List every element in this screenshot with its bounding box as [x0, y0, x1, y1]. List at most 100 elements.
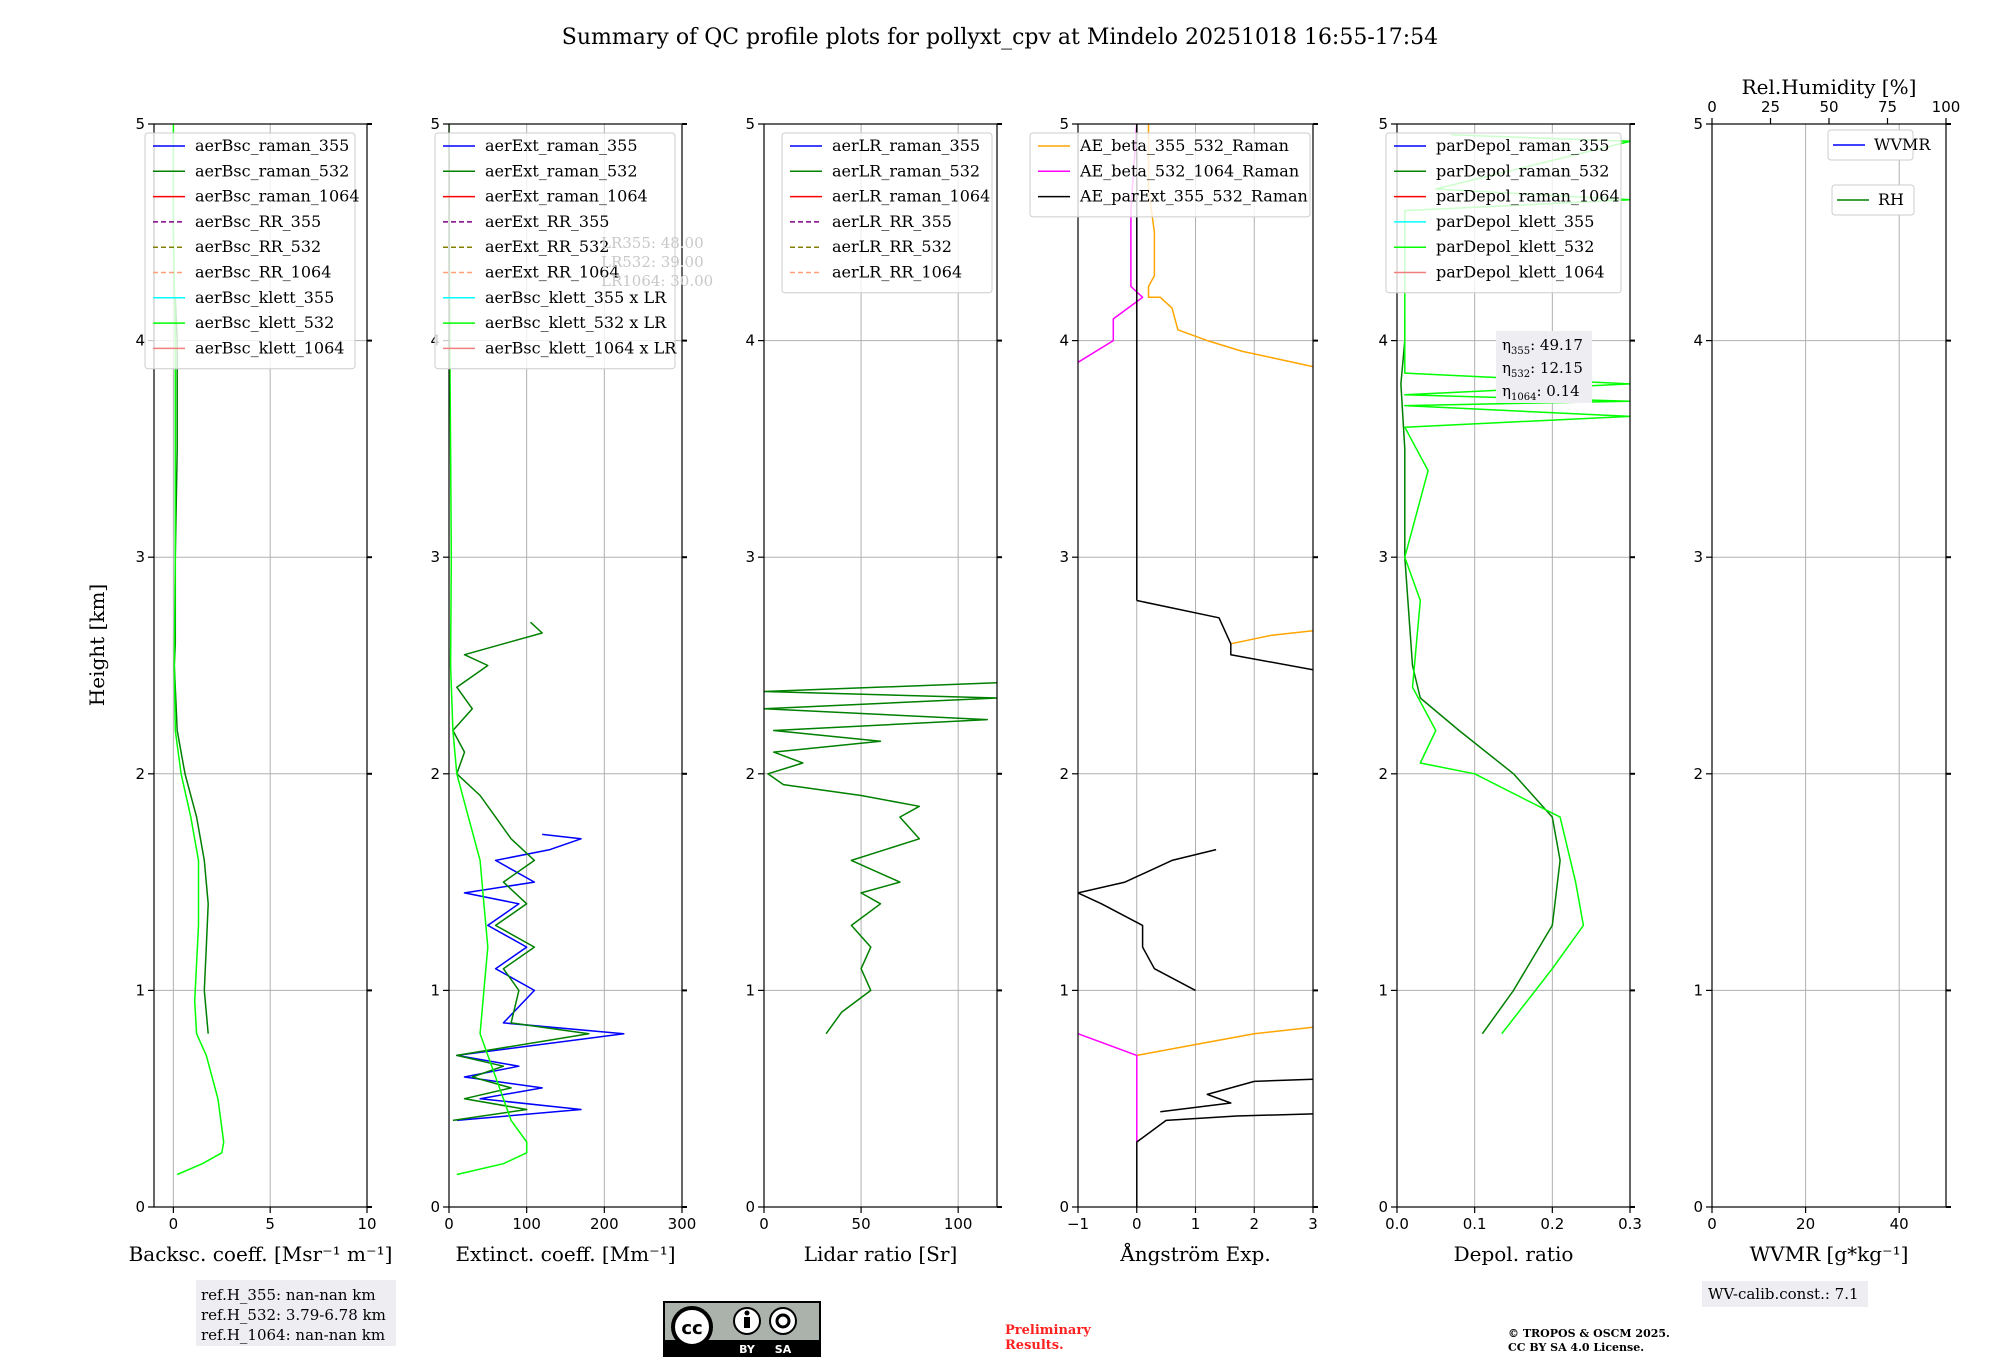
- y-tick-label: 4: [135, 332, 145, 350]
- legend-item: aerBsc_RR_532: [153, 237, 321, 256]
- x2-tick-label: 25: [1761, 98, 1780, 116]
- legend-item: aerExt_raman_532: [443, 161, 638, 180]
- y-tick-label: 0: [1378, 1198, 1388, 1216]
- series-group: [172, 124, 225, 1176]
- series-line-AE_beta_355_532_Raman: [1136, 1026, 1313, 1057]
- legend-item: AE_beta_532_1064_Raman: [1038, 161, 1299, 180]
- wv-calib-text: WV-calib.const.: 7.1: [1708, 1285, 1859, 1303]
- y-tick-label: 2: [745, 765, 755, 783]
- x-tick-label: 5: [265, 1215, 275, 1233]
- copyright-line1: © TROPOS & OSCM 2025.: [1508, 1327, 1670, 1340]
- legend-label: AE_parExt_355_532_Raman: [1079, 187, 1308, 206]
- legend-label: parDepol_klett_1064: [1436, 263, 1605, 282]
- legend-item: parDepol_raman_355: [1394, 136, 1609, 155]
- x-tick-label: 0.0: [1385, 1215, 1409, 1233]
- series-line-aerBsc_raman_532: [173, 297, 209, 1034]
- eta-annotation: η355: 49.17: [1502, 336, 1583, 357]
- axes-frame: [448, 123, 683, 1208]
- panel-extinction: 0123450100200300Extinct. coeff. [Mm⁻¹]ae…: [430, 115, 713, 1266]
- x-tick-label: 0.3: [1618, 1215, 1642, 1233]
- legend-item: aerBsc_raman_1064: [153, 187, 360, 206]
- series-line-aerBsc_klett_532 x LR: [449, 124, 528, 1176]
- axes-frame: [153, 123, 368, 1208]
- legend-label: aerBsc_RR_1064: [195, 263, 331, 282]
- legend-label: aerBsc_klett_355 x LR: [485, 288, 667, 307]
- legend-label: aerBsc_RR_532: [195, 237, 321, 256]
- y-tick-label: 0: [430, 1198, 440, 1216]
- y-tick-label: 3: [1059, 548, 1069, 566]
- legend-label: aerBsc_raman_1064: [195, 187, 360, 206]
- legend-label: parDepol_klett_532: [1436, 237, 1594, 256]
- series-line-aerBsc_klett_532: [172, 124, 225, 1176]
- x-tick-label: 0.2: [1540, 1215, 1564, 1233]
- legend-label: parDepol_raman_532: [1436, 161, 1609, 180]
- series-line-AE_beta_355_532_Raman_top: [1147, 124, 1313, 368]
- legend-item: aerLR_RR_532: [790, 237, 952, 256]
- x-tick-label: 0: [444, 1215, 454, 1233]
- legend-box: [1029, 132, 1311, 218]
- legend-item: aerBsc_klett_1064: [153, 338, 344, 357]
- series-line-aerExt_raman_532: [452, 621, 590, 1122]
- x-axis-label: Extinct. coeff. [Mm⁻¹]: [455, 1242, 675, 1266]
- legend-item: parDepol_klett_532: [1394, 237, 1594, 256]
- legend-label: aerBsc_klett_355: [195, 288, 334, 307]
- legend-label: aerBsc_klett_1064 x LR: [485, 338, 677, 357]
- x-tick-label: 0: [1132, 1215, 1142, 1233]
- y-tick-label: 2: [430, 765, 440, 783]
- x-axis-label: Lidar ratio [Sr]: [804, 1242, 958, 1266]
- legend-label: aerBsc_klett_532: [195, 313, 334, 332]
- legend-label: WVMR: [1874, 135, 1931, 154]
- legend-item: parDepol_klett_355: [1394, 212, 1594, 231]
- y-tick-label: 5: [1378, 115, 1388, 133]
- series-line-AE_parExt_355_532_Raman_d: [1136, 599, 1313, 671]
- legend-item: aerExt_RR_532: [443, 237, 609, 256]
- y-tick-label: 2: [1378, 765, 1388, 783]
- x2-tick-label: 75: [1878, 98, 1897, 116]
- preliminary-label-line1: Preliminary: [1005, 1323, 1091, 1338]
- y-tick-label: 5: [1693, 115, 1703, 133]
- legend-item: aerExt_raman_355: [443, 136, 638, 155]
- legend-item: aerBsc_klett_532: [153, 313, 334, 332]
- by-label: BY: [739, 1343, 756, 1356]
- legend-label: aerLR_RR_1064: [832, 263, 962, 282]
- x-tick-label: −1: [1067, 1215, 1089, 1233]
- y-tick-label: 5: [135, 115, 145, 133]
- legend-label: parDepol_klett_355: [1436, 212, 1594, 231]
- y-tick-label: 3: [745, 548, 755, 566]
- series-line-AE_parExt_355_532_Raman: [1136, 1113, 1313, 1207]
- lr-annotation: LR1064: 30.00: [601, 272, 713, 290]
- legend-item: aerExt_raman_1064: [443, 187, 648, 206]
- x-tick-label: 50: [852, 1215, 871, 1233]
- y-tick-label: 5: [430, 115, 440, 133]
- legend-label: aerBsc_klett_532 x LR: [485, 313, 667, 332]
- legend-item: aerExt_RR_355: [443, 212, 609, 231]
- legend-label: parDepol_raman_355: [1436, 136, 1609, 155]
- x-tick-label: 1: [1191, 1215, 1201, 1233]
- x-tick-label: 100: [512, 1215, 541, 1233]
- cc-logo-icon: [671, 1306, 713, 1348]
- legend-item: AE_beta_355_532_Raman: [1038, 136, 1289, 155]
- series-line-AE_beta_355_532_Raman_upper: [1230, 630, 1313, 645]
- series-group: [449, 124, 625, 1176]
- x-axis-label: Ångström Exp.: [1119, 1241, 1270, 1266]
- legend-item: aerBsc_klett_355 x LR: [443, 288, 667, 307]
- y-tick-label: 1: [745, 981, 755, 999]
- legend-label: aerLR_raman_1064: [832, 187, 990, 206]
- x-tick-label: 200: [590, 1215, 619, 1233]
- legend-item: aerBsc_RR_1064: [153, 263, 331, 282]
- y-tick-label: 4: [1378, 332, 1388, 350]
- legend-item: aerLR_raman_355: [790, 136, 980, 155]
- cc-license-badge: cc BY SA: [663, 1301, 821, 1357]
- legend-label: aerLR_raman_532: [832, 161, 980, 180]
- y-tick-label: 3: [1693, 548, 1703, 566]
- lr-annotation: LR355: 48.00: [601, 234, 704, 252]
- y-tick-label: 4: [745, 332, 755, 350]
- eta-box: [1496, 331, 1592, 403]
- x-tick-label: 10: [357, 1215, 376, 1233]
- y-tick-label: 2: [1693, 765, 1703, 783]
- y-tick-label: 4: [1693, 332, 1703, 350]
- figure-title: Summary of QC profile plots for pollyxt_…: [562, 25, 1438, 50]
- y-tick-label: 2: [1059, 765, 1069, 783]
- legend-label: RH: [1878, 190, 1904, 209]
- x-tick-label: 0.1: [1463, 1215, 1487, 1233]
